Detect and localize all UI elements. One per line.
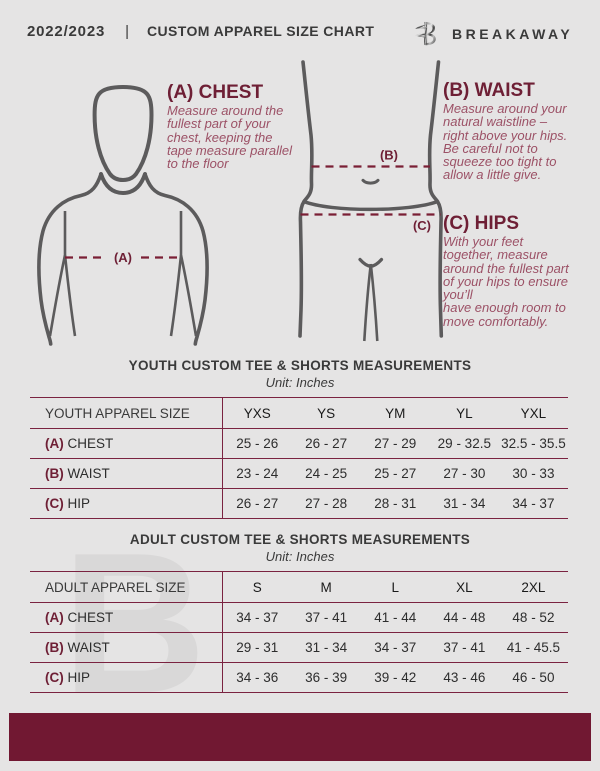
svg-text:(C): (C) <box>413 218 431 233</box>
svg-text:(B): (B) <box>380 148 398 163</box>
svg-text:(A): (A) <box>114 250 132 265</box>
